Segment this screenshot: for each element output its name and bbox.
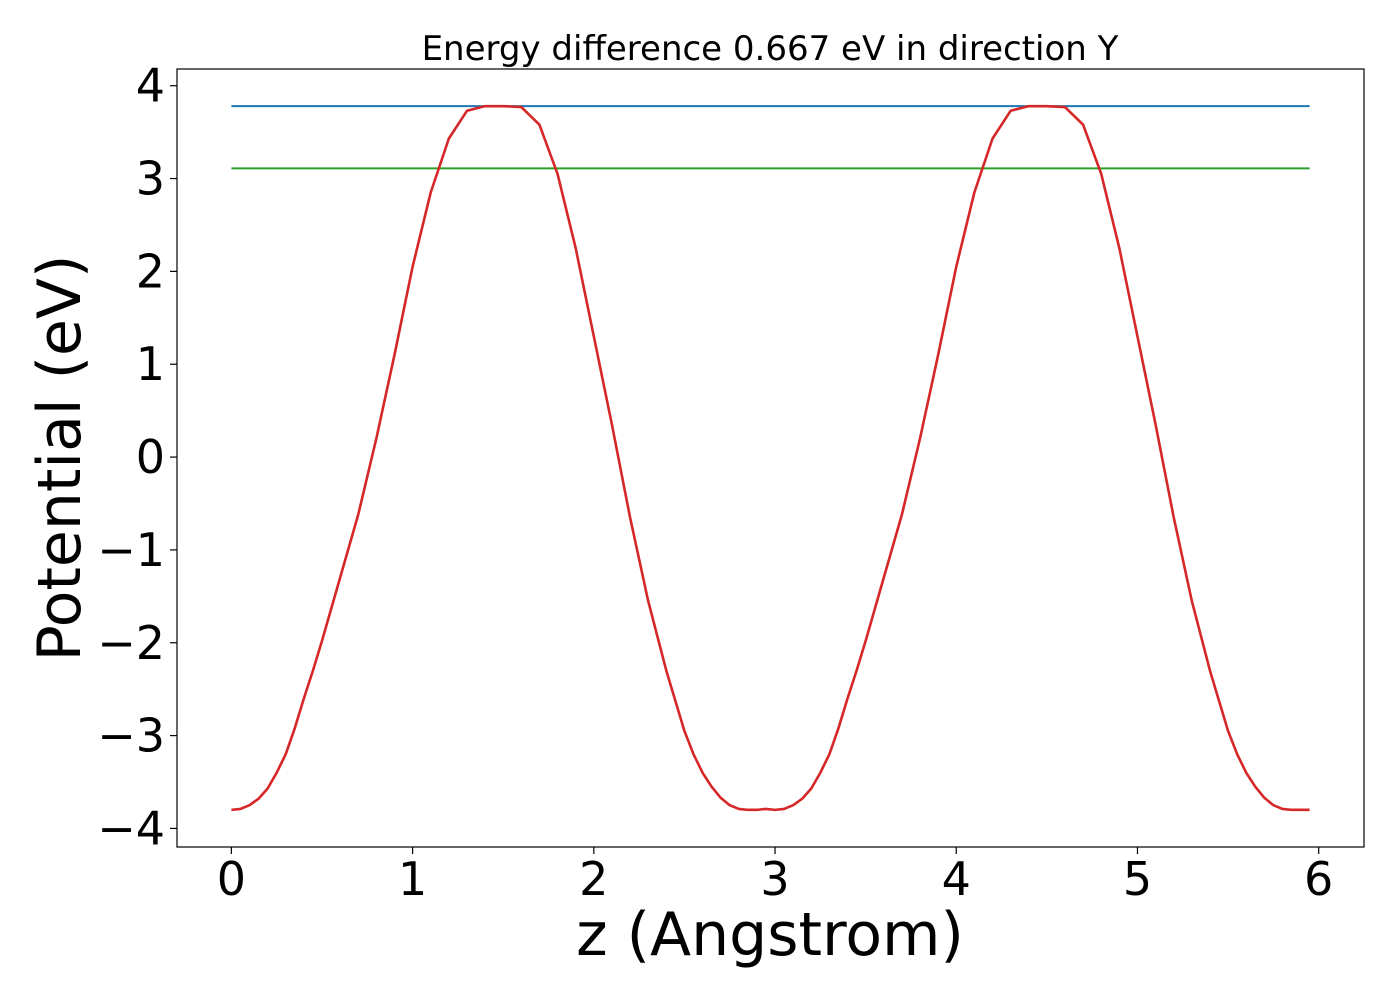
- y-tick-label: −3: [97, 709, 165, 763]
- y-axis-ticks: 4 3 2 1 0 −1 −2 −3 −4: [97, 59, 177, 855]
- y-tick-label: 3: [136, 152, 165, 206]
- x-tick-label: 1: [398, 852, 427, 906]
- y-axis-label: Potential (eV): [25, 255, 95, 662]
- y-tick-label: −2: [97, 616, 165, 670]
- x-tick-label: 6: [1304, 852, 1333, 906]
- series-line-2: [231, 104, 1310, 812]
- y-tick-label: 0: [136, 430, 165, 484]
- x-tick-label: 0: [217, 852, 246, 906]
- y-tick-label: 1: [136, 337, 165, 391]
- x-axis-label: z (Angstrom): [576, 900, 964, 970]
- x-tick-label: 5: [1123, 852, 1152, 906]
- plot-frame: [176, 68, 1365, 848]
- x-axis-ticks: 0 1 2 3 4 5 6: [217, 847, 1333, 906]
- y-tick-label: −4: [97, 801, 165, 855]
- plot-lines: [231, 104, 1310, 812]
- x-tick-label: 2: [579, 852, 608, 906]
- y-tick-label: 4: [136, 59, 165, 113]
- y-tick-label: −1: [97, 523, 165, 577]
- x-tick-label: 4: [942, 852, 971, 906]
- y-tick-label: 2: [136, 244, 165, 298]
- x-tick-label: 3: [760, 852, 789, 906]
- chart-title: Energy difference 0.667 eV in direction …: [422, 29, 1119, 69]
